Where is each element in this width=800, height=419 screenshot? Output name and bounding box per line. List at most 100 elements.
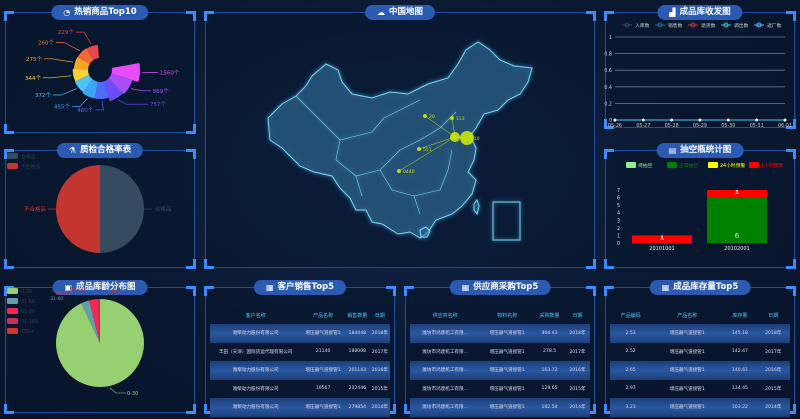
table-row[interactable]: 2.65 增压器气道接管1 140.61 2016年: [610, 361, 790, 380]
table-row[interactable]: 潍柴动力股份有限公司 增压器气道接管1 201143 2016年: [210, 361, 390, 380]
column-header: 日期: [768, 312, 779, 319]
table-cell: 增压器气道接管1: [480, 324, 535, 343]
table-cell: 增压器气道接管1: [651, 324, 724, 343]
table-header: 供应商名称 物料名称 采购数量 日期: [410, 306, 590, 324]
panel-title: ▦ 供应商采购Top5: [449, 280, 551, 295]
table-cell: 潍柴动力股份有限公司: [210, 361, 302, 380]
panel-title: ▦ 成品库存量Top5: [649, 280, 751, 295]
table-cell: 2017年: [371, 349, 389, 355]
panel-title: ⚗ 质检合格率表: [56, 143, 144, 158]
column-header: 产品名称: [313, 312, 334, 319]
flask-icon: ⚗: [68, 146, 77, 155]
table-cell: 丰田（天津）国际货运代理有限公司: [218, 349, 293, 355]
table-cell: 278.5: [542, 349, 557, 355]
panel-title: ◔ 热销商品Top10: [51, 5, 149, 20]
table-cell: 增压器气道接管1: [301, 398, 345, 417]
column-header: 物料名称: [497, 312, 518, 319]
panel-quality: ⚗ 质检合格率表: [4, 143, 196, 269]
table-cell: 潍柴动力股份有限公司: [232, 386, 279, 392]
table-row[interactable]: 潍坊市鸿建机工有限... 增压器气道接管1 464.43 2018年: [410, 324, 590, 343]
clipboard-icon: ▤: [668, 146, 677, 155]
table-cell: 142.47: [731, 349, 748, 355]
table-cell: 增压器气道接管1: [301, 324, 345, 343]
table-cell: 潍柴动力股份有限公司: [210, 324, 302, 343]
area-chart-icon: ▟: [669, 8, 676, 17]
table-row[interactable]: 潍柴动力股份有限公司 增压器气道接管1 184448 2018年: [210, 324, 390, 343]
panel-title-text: 供应商采购Top5: [473, 282, 539, 292]
table-row[interactable]: 潍柴动力股份有限公司 增压器气道接管1 279854 2014年: [210, 398, 390, 417]
table-row[interactable]: 潍坊市鸿建机工有限... 增压器气道接管1 163.72 2016年: [410, 361, 590, 380]
table-cell: 184448: [344, 324, 370, 343]
pie-chart-icon: ◔: [63, 8, 71, 17]
panel-title: ☁ 中国地图: [364, 5, 436, 20]
panel-china-map: ☁ 中国地图: [204, 5, 596, 269]
panel-vacuum: ▤ 抽空瓶统计图: [604, 143, 796, 269]
table-row[interactable]: 2.53 增压器气道接管1 145.18 2018年: [610, 324, 790, 343]
panel-stock-flow: ▟ 成品库收发图: [604, 5, 796, 129]
column-header: 客户名称: [245, 312, 266, 319]
panel-title-text: 抽空瓶统计图: [680, 145, 732, 155]
table-row[interactable]: 丰田（天津）国际货运代理有限公司 21140 188008 2017年: [210, 343, 390, 362]
table-cell: 2016年: [369, 361, 390, 380]
table-cell: 2.53: [610, 324, 652, 343]
panel-title: ▦ 客户销售Top5: [253, 280, 347, 295]
table-cell: 潍坊市鸿建机工有限...: [422, 349, 468, 355]
column-header: 销售数量: [347, 312, 368, 319]
table-cell: 145.18: [723, 324, 757, 343]
column-header: 库存量: [732, 312, 748, 319]
panel-title-text: 成品库收发图: [679, 7, 731, 17]
table-cell: 2014年: [756, 398, 790, 417]
table-cell: 2016年: [756, 361, 790, 380]
table-cell: 3.23: [610, 398, 652, 417]
column-header: 日期: [374, 312, 385, 319]
table-cell: 潍坊市鸿建机工有限...: [410, 398, 481, 417]
table-row[interactable]: 潍坊市鸿建机工有限... 增压器气道接管1 278.5 2017年: [410, 343, 590, 362]
panel-title-text: 热销商品Top10: [74, 7, 137, 17]
panel-customer-top5: ▦ 客户销售Top5 客户名称 产品名称 销售数量 日期 潍柴动力股份有限公司 增压器气道接…: [204, 280, 396, 417]
table-cell: 2018年: [756, 324, 790, 343]
table-cell: 2016年: [564, 361, 590, 380]
column-header: 供应商名称: [432, 312, 458, 319]
column-header: 采购数量: [539, 312, 560, 319]
table-row[interactable]: 潍坊市鸿建机工有限... 增压器气道接管1 182.54 2014年: [410, 398, 590, 417]
table-cell: 129.65: [541, 386, 558, 392]
table-cell: 2015年: [765, 386, 782, 392]
table-cell: 2015年: [569, 386, 586, 392]
table-cell: 增压器气道接管1: [489, 386, 525, 392]
table-cell: 潍坊市鸿建机工有限...: [410, 361, 481, 380]
train-icon: ▣: [64, 283, 73, 292]
table-cell: 201143: [344, 361, 370, 380]
table-cell: 2.65: [610, 361, 652, 380]
table-cell: 增压器气道接管1: [480, 361, 535, 380]
table-header: 产品编码 产品名称 库存量 日期: [610, 306, 790, 324]
table-row[interactable]: 2.52 增压器气道接管1 142.47 2017年: [610, 343, 790, 362]
table-cell: 增压器气道接管1: [669, 386, 705, 392]
table-icon: ▦: [661, 283, 670, 292]
stock-table: 产品编码 产品名称 库存量 日期 2.53 增压器气道接管1 145.18 2018年 2.52…: [610, 306, 790, 417]
table-row[interactable]: 潍柴动力股份有限公司 19567 202446 2015年: [210, 380, 390, 399]
panel-stock-top5: ▦ 成品库存量Top5 产品编码 产品名称 库存量 日期 2.53 增压器气道接管1 145.…: [604, 280, 796, 417]
panel-title: ▣ 成品库龄分布图: [52, 280, 148, 295]
table-header: 客户名称 产品名称 销售数量 日期: [210, 306, 390, 324]
table-cell: 188008: [348, 349, 367, 355]
panel-title-text: 客户销售Top5: [277, 282, 335, 292]
table-icon: ▦: [461, 283, 470, 292]
panel-title: ▤ 抽空瓶统计图: [656, 143, 744, 158]
table-cell: 增压器气道接管1: [651, 361, 724, 380]
table-cell: 2018年: [564, 324, 590, 343]
table-icon: ▦: [265, 283, 274, 292]
column-header: 产品编码: [620, 312, 641, 319]
table-cell: 202446: [348, 386, 367, 392]
table-cell: 19567: [315, 386, 331, 392]
table-cell: 279854: [344, 398, 370, 417]
table-cell: 增压器气道接管1: [301, 361, 345, 380]
table-row[interactable]: 3.23 增压器气道接管1 103.22 2014年: [610, 398, 790, 417]
table-cell: 增压器气道接管1: [651, 398, 724, 417]
table-row[interactable]: 潍坊市鸿建机工有限... 增压器气道接管1 129.65 2015年: [410, 380, 590, 399]
panel-title-text: 质检合格率表: [80, 145, 132, 155]
table-cell: 2018年: [369, 324, 390, 343]
table-cell: 增压器气道接管1: [669, 349, 705, 355]
table-cell: 2017年: [765, 349, 782, 355]
table-row[interactable]: 2.97 增压器气道接管1 134.45 2015年: [610, 380, 790, 399]
table-cell: 2014年: [369, 398, 390, 417]
